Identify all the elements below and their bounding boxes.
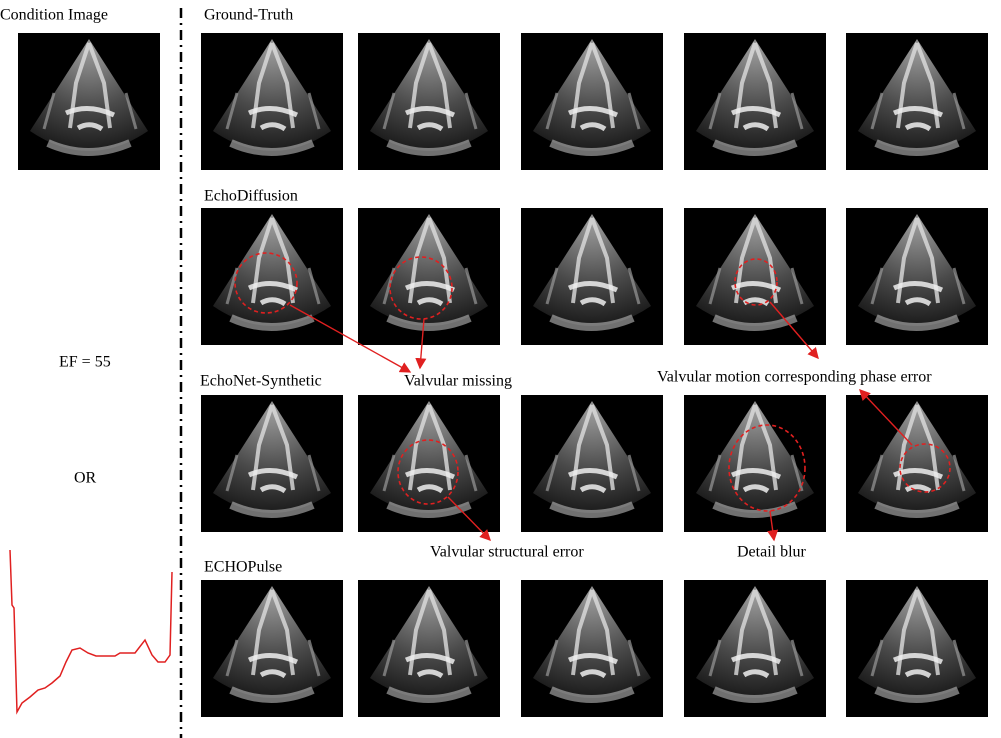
echo-frame (521, 395, 663, 532)
echo-frame (358, 33, 500, 170)
echo-frame (846, 208, 988, 345)
echo-frame (358, 580, 500, 717)
echo-frame (521, 208, 663, 345)
echo-frame (521, 580, 663, 717)
echo-frame (201, 395, 343, 532)
ecg-trace (9, 549, 173, 715)
highlight (728, 424, 806, 512)
highlight (899, 443, 951, 493)
annotation: Detail blur (737, 544, 807, 561)
highlight (734, 258, 778, 306)
echo-frame (684, 208, 826, 345)
annotation: Valvular missing (404, 373, 512, 390)
highlight (397, 439, 459, 505)
condition-image (18, 33, 160, 170)
echo-frame (201, 33, 343, 170)
row-label: EchoDiffusion (204, 188, 298, 205)
echo-frame (358, 395, 500, 532)
echo-frame (358, 208, 500, 345)
row-label: Ground-Truth (204, 7, 293, 24)
ef-label: EF = 55 (59, 354, 111, 371)
row-label: EchoNet-Synthetic (200, 373, 322, 390)
arrow (447, 496, 491, 542)
highlight (389, 256, 453, 320)
arrow (859, 388, 913, 446)
annotation: Valvular structural error (430, 544, 584, 561)
echo-frame (521, 33, 663, 170)
arrow (415, 318, 427, 370)
arrow (769, 301, 819, 360)
echo-frame (846, 580, 988, 717)
echo-frame (846, 33, 988, 170)
echo-frame (201, 580, 343, 717)
or-label: OR (74, 470, 97, 487)
echo-frame (684, 395, 826, 532)
arrow (289, 304, 412, 373)
arrow (767, 510, 779, 542)
row-label: ECHOPulse (204, 559, 282, 576)
echo-frame (684, 33, 826, 170)
echo-frame (684, 580, 826, 717)
echo-frame (846, 395, 988, 532)
condition-title: Condition Image (0, 7, 108, 24)
echo-frame (201, 208, 343, 345)
highlight (234, 252, 298, 314)
annotation: Valvular motion corresponding phase erro… (657, 369, 932, 386)
